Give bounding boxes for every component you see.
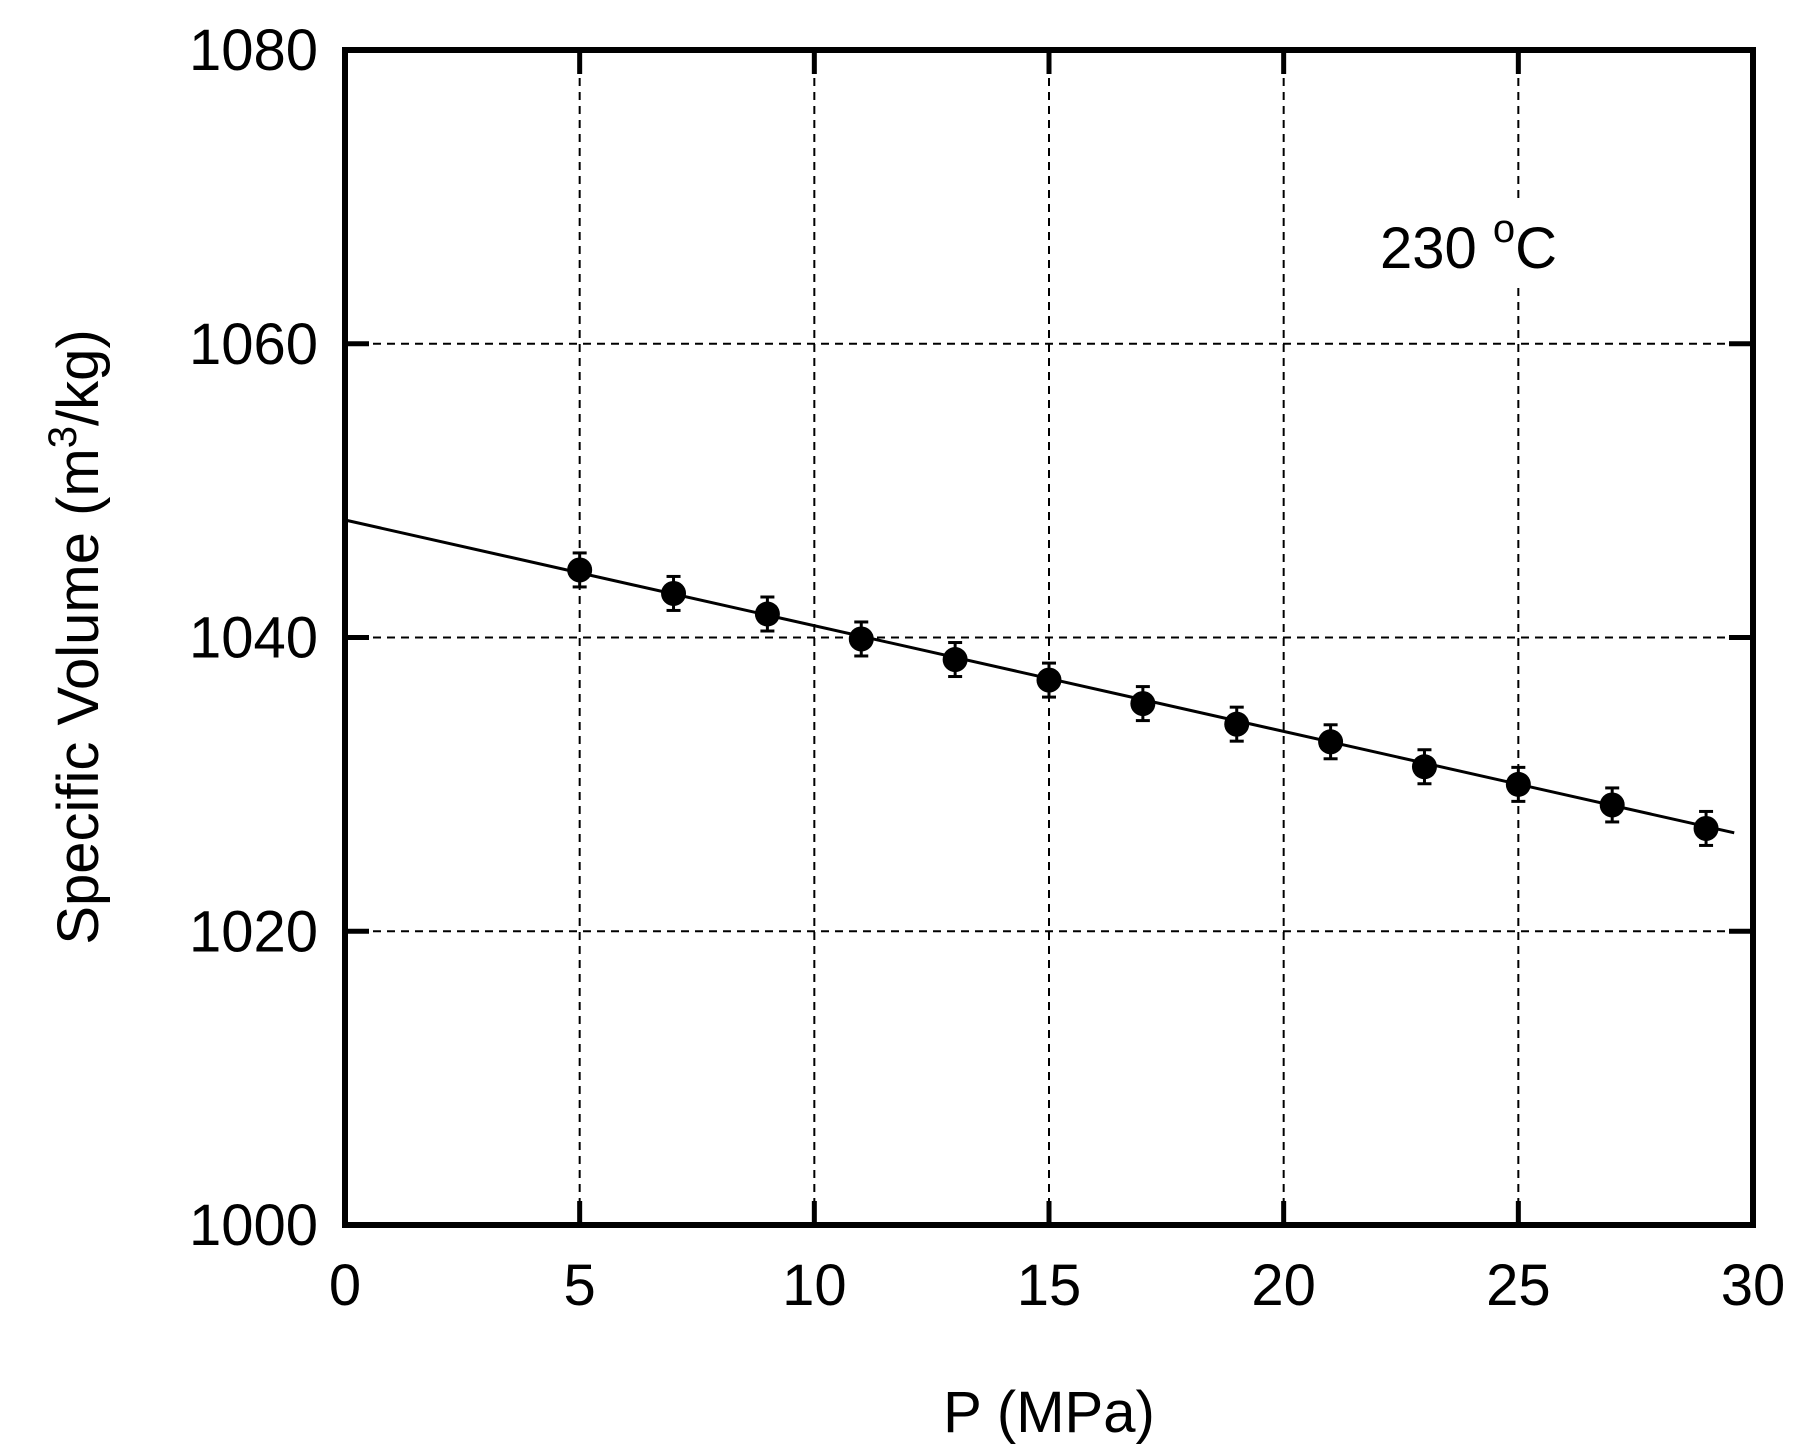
- data-point: [1036, 661, 1062, 699]
- temperature-value: 230: [1380, 216, 1493, 281]
- data-point: [1599, 786, 1625, 824]
- x-tick-label: 0: [329, 1253, 361, 1318]
- x-tick-label: 25: [1486, 1253, 1551, 1318]
- data-point-marker: [848, 626, 874, 652]
- data-point-marker: [1318, 729, 1344, 755]
- temperature-annotation: 230 oC: [1380, 207, 1557, 281]
- data-point-marker: [942, 647, 968, 673]
- data-point: [661, 574, 687, 612]
- y-tick-label: 1080: [189, 18, 318, 83]
- data-point: [942, 641, 968, 679]
- data-point-marker: [661, 580, 687, 606]
- data-point-marker: [1693, 815, 1719, 841]
- y-tick-label: 1020: [189, 899, 318, 964]
- x-axis-label: P (MPa): [943, 1380, 1155, 1445]
- x-tick-label: 5: [564, 1253, 596, 1318]
- data-point-marker: [567, 557, 593, 583]
- x-tick-label: 20: [1251, 1253, 1316, 1318]
- data-point: [848, 620, 874, 658]
- y-axis-label: Specific Volume (m3/kg): [41, 329, 111, 944]
- y-axis-label-unit: /kg): [46, 329, 111, 426]
- data-point: [1224, 705, 1250, 743]
- y-tick-label: 1060: [189, 312, 318, 377]
- y-tick-label: 1040: [189, 606, 318, 671]
- x-tick-label: 15: [1017, 1253, 1082, 1318]
- x-tick-labels: 0 5 10 15 20 25 30: [329, 1253, 1785, 1318]
- data-point: [1411, 748, 1437, 786]
- degree-symbol: o: [1493, 207, 1515, 251]
- data-point: [754, 595, 780, 633]
- y-axis-label-superscript: 3: [41, 426, 85, 448]
- annotation-background: [1370, 198, 1618, 288]
- tick-marks: [345, 50, 1753, 1225]
- data-point: [1318, 723, 1344, 761]
- y-tick-label: 1000: [189, 1193, 318, 1258]
- y-tick-labels: 1000 1020 1040 1060 1080: [189, 18, 318, 1258]
- data-point-marker: [1505, 771, 1531, 797]
- grid-lines: [345, 50, 1753, 1225]
- data-point-marker: [1036, 667, 1062, 693]
- x-tick-label: 10: [782, 1253, 847, 1318]
- data-point: [1693, 809, 1719, 847]
- data-point: [1130, 685, 1156, 723]
- data-point: [567, 551, 593, 589]
- y-axis-label-text: Specific Volume (m: [46, 448, 111, 944]
- data-point-marker: [1599, 792, 1625, 818]
- data-point-marker: [754, 601, 780, 627]
- data-point-marker: [1411, 754, 1437, 780]
- temperature-unit: C: [1515, 216, 1557, 281]
- x-tick-label: 30: [1721, 1253, 1786, 1318]
- data-point-marker: [1130, 691, 1156, 717]
- data-point-marker: [1224, 711, 1250, 737]
- data-point: [1505, 765, 1531, 803]
- data-points: [567, 551, 1719, 847]
